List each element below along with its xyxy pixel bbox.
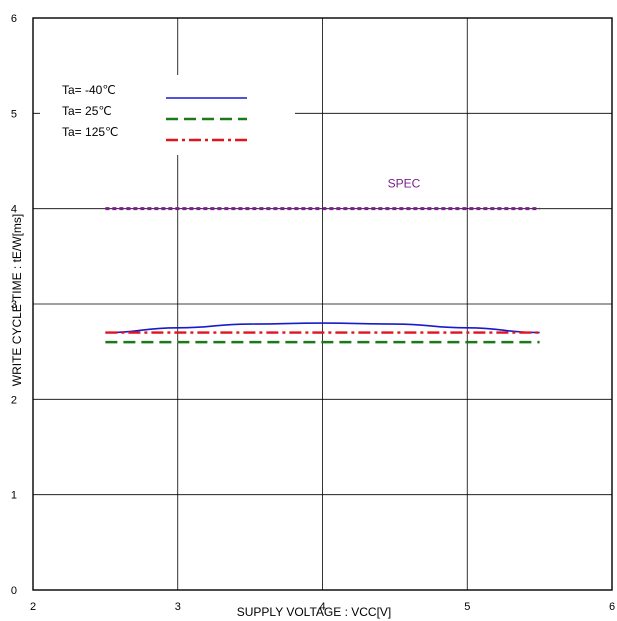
legend-label-2: Ta= 125℃ — [62, 125, 119, 139]
y-tick-label-6: 6 — [11, 13, 17, 25]
y-tick-label-5: 5 — [11, 108, 17, 120]
x-tick-label-4: 6 — [609, 601, 615, 613]
legend-label-1: Ta= 25℃ — [62, 104, 112, 118]
x-axis-label: SUPPLY VOLTAGE : VCC[V] — [237, 605, 392, 619]
annotations: SPEC — [388, 177, 421, 191]
legend-label-0: Ta= -40℃ — [62, 83, 116, 97]
y-tick-label-3: 3 — [11, 299, 17, 311]
legend-background — [40, 75, 295, 155]
x-tick-label-3: 5 — [464, 601, 470, 613]
y-tick-label-2: 2 — [11, 394, 17, 406]
x-tick-label-1: 3 — [175, 601, 181, 613]
x-tick-label-2: 4 — [319, 601, 325, 613]
y-tick-label-4: 4 — [11, 204, 17, 216]
y-tick-label-0: 0 — [11, 585, 17, 597]
series-group — [105, 207, 540, 344]
x-tick-label-0: 2 — [30, 601, 36, 613]
y-tick-label-1: 1 — [11, 490, 17, 502]
y-tick-labels: 0 1 2 3 4 5 6 — [11, 13, 17, 597]
x-tick-labels: 2 3 4 5 6 — [30, 601, 615, 613]
series-line-0 — [105, 322, 540, 334]
y-axis-label: WRITE CYCLE TIME : tE/W[ms] — [10, 214, 24, 386]
legend-box — [40, 75, 295, 155]
plot-frame — [32, 17, 613, 591]
legend: Ta= -40℃ Ta= 25℃ Ta= 125℃ — [62, 83, 247, 142]
annotation-0: SPEC — [388, 177, 421, 191]
